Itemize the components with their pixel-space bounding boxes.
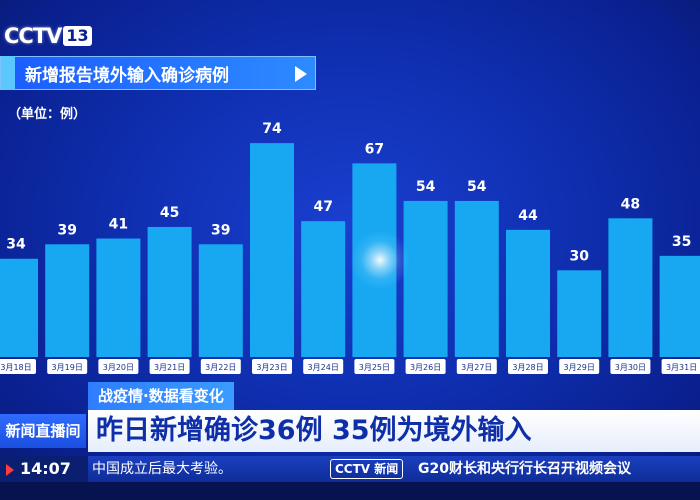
category-label-3月30日: 3月30日 [615,363,646,372]
ticker-logo: CCTV 新闻 [330,459,404,479]
category-label-3月20日: 3月20日 [103,363,134,372]
bar-3月22日 [198,244,243,357]
arrow-icon [6,463,14,476]
category-label-3月19日: 3月19日 [52,363,83,372]
date-tag-3月19日 [47,359,88,374]
news-ticker: 14:07 中国成立后最大考验。 CCTV 新闻 G20财长和央行行长召开视频会… [0,456,700,482]
bar-3月25日 [352,163,397,357]
topic-tag: 战疫情·数据看变化 [88,382,234,410]
category-label-3月31日: 3月31日 [666,363,697,372]
category-label-3月28日: 3月28日 [512,363,543,372]
lower-strip [0,482,700,500]
bar-3月20日 [96,238,141,357]
date-tag-3月23日 [252,359,292,374]
date-tag-3月30日 [610,359,651,374]
chart-title: 新增报告境外输入确诊病例 [25,65,229,86]
bar-chart: 34 3月18日 39 3月19日 41 3月20日 45 3月21日 39 3月22日 74 3月2… [0,121,700,374]
value-label-3月29日: 30 [569,248,589,264]
value-label-3月30日: 48 [621,196,640,212]
date-tag-3月26日 [405,359,446,374]
category-label-3月27日: 3月27日 [461,363,492,372]
category-label-3月23日: 3月23日 [256,363,287,372]
value-label-3月28日: 44 [518,208,538,224]
category-label-3月25日: 3月25日 [359,363,390,372]
date-tag-3月21日 [149,359,190,374]
chart-title-box: 新增报告境外输入确诊病例 [0,56,316,90]
date-tag-3月22日 [200,359,241,374]
unit-label: （单位：例） [8,107,87,122]
date-tag-3月24日 [303,359,344,374]
value-label-3月19日: 39 [57,222,76,238]
clock-time: 14:07 [20,459,71,478]
value-label-3月22日: 39 [211,222,230,238]
value-label-3月31日: 35 [672,234,691,250]
program-tag: 新闻直播间 [0,414,86,448]
date-tag-3月28日 [508,359,548,374]
bar-3月21日 [147,226,192,357]
value-label-3月27日: 54 [467,179,487,195]
category-label-3月21日: 3月21日 [154,363,185,372]
channel-logo-text: CCTV [4,24,62,48]
bar-3月24日 [301,221,346,357]
value-label-3月25日: 67 [365,141,384,157]
date-tag-3月29日 [559,359,600,374]
bar-3月18日 [0,258,38,357]
bar-3月27日 [454,200,499,357]
date-tag-3月31日 [661,359,700,374]
news-banner: 战疫情·数据看变化 新闻直播间 昨日新增确诊36例 35例为境外输入 14:07… [0,378,700,500]
ticker-text-right: G20财长和央行行长召开视频会议 [418,461,631,477]
value-label-3月24日: 47 [313,199,332,215]
value-label-3月23日: 74 [262,121,282,137]
category-label-3月24日: 3月24日 [308,363,339,372]
bar-3月23日 [250,143,294,357]
value-label-3月26日: 54 [416,179,436,195]
bar-3月19日 [45,244,90,357]
value-label-3月20日: 41 [109,217,128,233]
title-accent-bar [1,56,15,90]
channel-number: 13 [63,26,92,46]
date-tag-3月18日 [0,359,36,374]
category-label-3月18日: 3月18日 [0,363,31,372]
bar-3月29日 [557,270,602,357]
clock: 14:07 [0,456,88,482]
date-tag-3月27日 [456,359,497,374]
value-label-3月21日: 45 [160,205,179,221]
category-label-3月26日: 3月26日 [410,363,441,372]
category-label-3月22日: 3月22日 [205,363,236,372]
date-tag-3月20日 [98,359,139,374]
value-label-3月18日: 34 [6,237,26,253]
date-tag-3月25日 [354,359,395,374]
ticker-text-left: 中国成立后最大考验。 [92,461,232,477]
bar-3月26日 [403,200,448,357]
category-label-3月29日: 3月29日 [564,363,595,372]
bar-3月28日 [506,229,550,357]
headline: 昨日新增确诊36例 35例为境外输入 [88,410,700,452]
bar-3月31日 [659,255,700,357]
bar-3月30日 [608,218,653,357]
channel-logo: CCTV 13 [4,22,92,50]
play-triangle-icon [295,66,307,82]
